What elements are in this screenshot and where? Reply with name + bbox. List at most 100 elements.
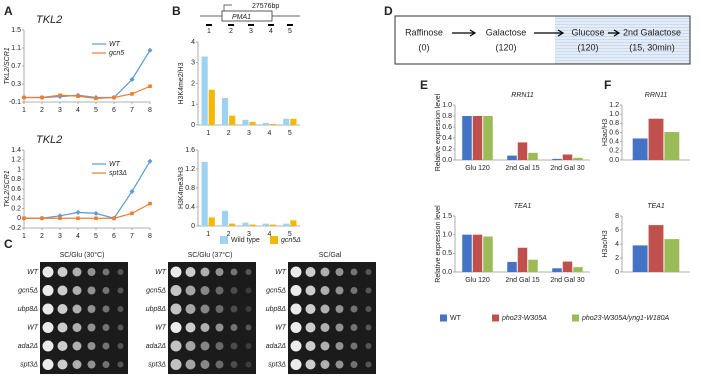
marker — [148, 84, 152, 89]
spot — [320, 267, 330, 277]
marker — [130, 211, 134, 216]
marker — [40, 95, 44, 100]
panel-label: F — [604, 78, 611, 92]
chart: RRN11 Relative expression level 0.0 0.2 0.4 0… — [435, 92, 590, 172]
step-label: Galactose — [486, 27, 527, 37]
panel-label: B — [172, 4, 181, 18]
marker — [129, 188, 135, 194]
y-tick-label: 0.4 — [11, 196, 21, 203]
scheme: Raffinose (0) Galactose (120) Glucose (1… — [394, 15, 691, 65]
legend-label: WT — [109, 161, 121, 168]
marker — [76, 216, 80, 221]
row-label: ubp8Δ — [266, 306, 287, 313]
spot — [215, 286, 224, 295]
legend-label: pho23-W305A/yng1-W180A — [581, 315, 669, 322]
row-label: spt3Δ — [20, 361, 38, 368]
marker — [40, 216, 44, 221]
plate-title: SC/Gal — [319, 252, 342, 259]
spot — [185, 285, 196, 296]
spot — [290, 322, 302, 333]
gene-map: 27576bp PMA1 1 2 3 4 5 — [200, 3, 300, 35]
legend-swatch — [270, 236, 278, 244]
spot — [102, 342, 110, 350]
chart-title: RRN11 — [511, 92, 534, 99]
x-tick-label: 2 — [227, 231, 231, 238]
bar — [462, 234, 472, 272]
y-tick-label: 1.5 — [442, 213, 452, 220]
spot — [305, 304, 316, 314]
row-label: ubp8Δ — [146, 306, 167, 313]
chart-title: TKL2 — [36, 14, 62, 26]
bar — [632, 138, 648, 160]
chart: TEA1 H3ac/H3 0 2 4 6 8 — [602, 203, 690, 276]
y-tick-label: 1.2 — [609, 102, 619, 109]
x-tick-label: 7 — [130, 233, 134, 240]
spot — [290, 285, 302, 296]
spot — [230, 342, 238, 350]
plate — [168, 262, 256, 374]
bar — [249, 224, 256, 226]
bar — [507, 261, 517, 272]
spot — [290, 266, 302, 278]
marker — [130, 92, 134, 96]
spot — [42, 266, 54, 278]
marker — [147, 158, 153, 164]
y-axis-label: H3ac/H3 — [602, 119, 609, 146]
spot — [230, 268, 238, 276]
spot — [72, 323, 82, 332]
spot — [350, 324, 358, 331]
spot — [72, 360, 82, 369]
spot — [320, 323, 330, 332]
y-axis-label: TKL2/SCR1 — [4, 170, 11, 207]
spot — [350, 342, 358, 350]
spot — [117, 287, 124, 294]
bar — [517, 247, 528, 272]
plate-title: SC/Glu (37°C) — [188, 251, 233, 259]
spot — [305, 341, 316, 351]
bar — [242, 119, 249, 125]
bar — [229, 223, 236, 226]
spot — [335, 286, 344, 295]
y-tick-label: 1.4 — [11, 147, 21, 154]
y-tick-label: 1.5 — [11, 27, 21, 34]
spot — [215, 323, 224, 332]
spot — [230, 324, 238, 331]
primer-label: 1 — [207, 28, 211, 35]
bar — [648, 118, 664, 160]
spot — [72, 341, 82, 351]
y-tick-label: 0.6 — [442, 124, 452, 131]
plate — [288, 262, 376, 374]
chart-title: TEA1 — [514, 203, 532, 210]
y-tick-label: 1 — [17, 166, 21, 173]
chart: H3K4me3/H3 0 0.4 0.8 1.2 1.6 1 2 3 4 5 — [178, 147, 300, 238]
spot — [185, 267, 196, 277]
spot — [170, 303, 182, 315]
spot — [290, 303, 302, 315]
x-tick-label: 4 — [76, 233, 80, 240]
y-axis-label: Relative expression level — [435, 205, 442, 283]
y-tick-label: 0.8 — [609, 120, 619, 127]
x-tick-label: 2nd Gal 30 — [550, 165, 584, 172]
spot — [200, 323, 210, 332]
row-label: ada2Δ — [146, 343, 167, 350]
y-tick-label: 3 — [191, 60, 195, 67]
y-tick-label: 2 — [191, 80, 195, 87]
spot — [102, 287, 110, 294]
bar — [462, 116, 472, 160]
x-tick-label: 3 — [58, 107, 62, 114]
y-axis-label: H3K4me3/H3 — [178, 167, 185, 209]
x-tick-label: 4 — [76, 107, 80, 114]
y-tick-label: 1.2 — [185, 166, 195, 173]
bar — [517, 142, 528, 160]
marker — [22, 95, 26, 100]
marker — [147, 47, 153, 53]
legend-swatch — [440, 314, 447, 322]
x-tick-label: 2 — [227, 130, 231, 137]
bar — [269, 224, 277, 226]
series-line — [24, 160, 151, 219]
x-tick-label: 5 — [94, 233, 98, 240]
spot — [200, 341, 210, 351]
bar — [249, 121, 256, 125]
bar — [562, 261, 573, 272]
gene-length: 27576bp — [252, 3, 279, 10]
